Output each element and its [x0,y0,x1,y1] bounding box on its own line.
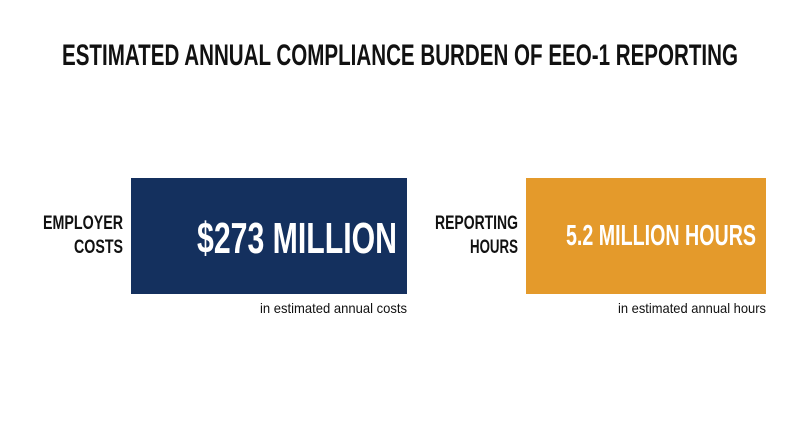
stat-value: 5.2 MILLION HOURS [566,220,756,252]
stat-card: REPORTING HOURS 5.2 MILLION HOURS in est… [435,178,766,316]
title: ESTIMATED ANNUAL COMPLIANCE BURDEN OF EE… [62,39,738,72]
stat-caption: in estimated annual hours [618,300,766,316]
stat-card: EMPLOYER COSTS $273 MILLION in estimated… [43,178,407,316]
stat-caption: in estimated annual costs [260,300,407,316]
stat-value: $273 MILLION [197,214,397,263]
stat-label: REPORTING [435,213,518,234]
stat-box [526,178,766,294]
stat-label: COSTS [74,237,123,258]
stat-label: HOURS [470,237,518,258]
stat-box [131,178,407,294]
stat-label: EMPLOYER [43,213,123,234]
